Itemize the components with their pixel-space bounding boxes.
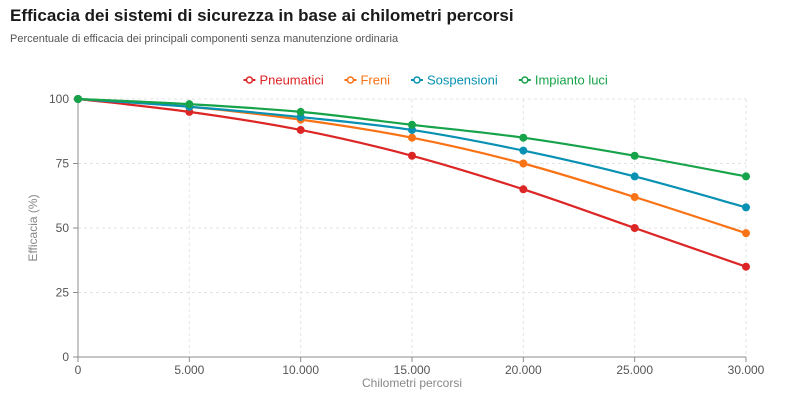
x-tick-label: 0 bbox=[75, 363, 82, 377]
legend-marker-icon bbox=[413, 76, 421, 84]
legend-item-freni[interactable]: Freni bbox=[344, 73, 390, 88]
data-point bbox=[296, 107, 305, 116]
chart-subtitle: Percentuale di efficacia dei principali … bbox=[10, 33, 399, 45]
data-point bbox=[742, 172, 750, 181]
y-tick-label: 50 bbox=[56, 221, 70, 235]
y-tick-label: 100 bbox=[49, 92, 69, 106]
x-tick-label: 10.000 bbox=[282, 363, 319, 377]
data-point bbox=[630, 172, 639, 181]
legend-marker-icon bbox=[245, 76, 254, 84]
legend-marker-icon bbox=[346, 76, 355, 84]
x-tick-label: 25.000 bbox=[616, 363, 653, 377]
data-point bbox=[742, 203, 750, 212]
data-point bbox=[408, 133, 416, 142]
legend-label: Pneumatici bbox=[259, 73, 323, 88]
legend-item-pneumatici[interactable]: Pneumatici bbox=[243, 73, 324, 88]
x-tick-label: 30.000 bbox=[728, 363, 765, 377]
data-point bbox=[519, 185, 528, 194]
legend-label: Sospensioni bbox=[427, 73, 498, 88]
x-axis-title: Chilometri percorsi bbox=[362, 376, 462, 390]
data-point bbox=[185, 100, 194, 109]
data-point bbox=[74, 95, 82, 103]
legend-label: Impianto luci bbox=[535, 73, 608, 88]
data-point bbox=[408, 151, 416, 160]
data-point bbox=[296, 125, 305, 134]
data-point bbox=[630, 224, 639, 232]
y-tick-label: 75 bbox=[56, 157, 70, 171]
data-point bbox=[630, 151, 639, 160]
legend-label: Freni bbox=[360, 73, 390, 88]
legend-marker-icon bbox=[521, 76, 529, 84]
data-point bbox=[519, 146, 528, 155]
legend-item-impianto-luci[interactable]: Impianto luci bbox=[518, 73, 608, 88]
data-point bbox=[630, 193, 639, 202]
axis-layer: 0 25 50 75 100 0 5.000 10.000 15.000 20.000 25.000… bbox=[26, 92, 765, 390]
y-tick-label: 25 bbox=[56, 286, 70, 300]
data-point bbox=[519, 159, 528, 168]
chart-title: Efficacia dei sistemi di sicurezza in ba… bbox=[10, 6, 514, 25]
series-layer bbox=[74, 95, 750, 271]
data-point bbox=[742, 229, 750, 238]
y-axis-title: Efficacia (%) bbox=[26, 194, 40, 261]
x-tick-label: 20.000 bbox=[505, 363, 542, 377]
legend-item-sospensioni[interactable]: Sospensioni bbox=[410, 73, 498, 88]
legend: Pneumatici Freni Sospensioni Impianto luci bbox=[243, 73, 608, 88]
y-tick-label: 0 bbox=[62, 350, 69, 364]
series-impianto-luci bbox=[74, 95, 750, 181]
data-point bbox=[519, 133, 528, 142]
data-point bbox=[742, 262, 750, 271]
x-tick-label: 5.000 bbox=[174, 363, 204, 377]
x-tick-label: 15.000 bbox=[394, 363, 431, 377]
data-point bbox=[408, 120, 416, 129]
